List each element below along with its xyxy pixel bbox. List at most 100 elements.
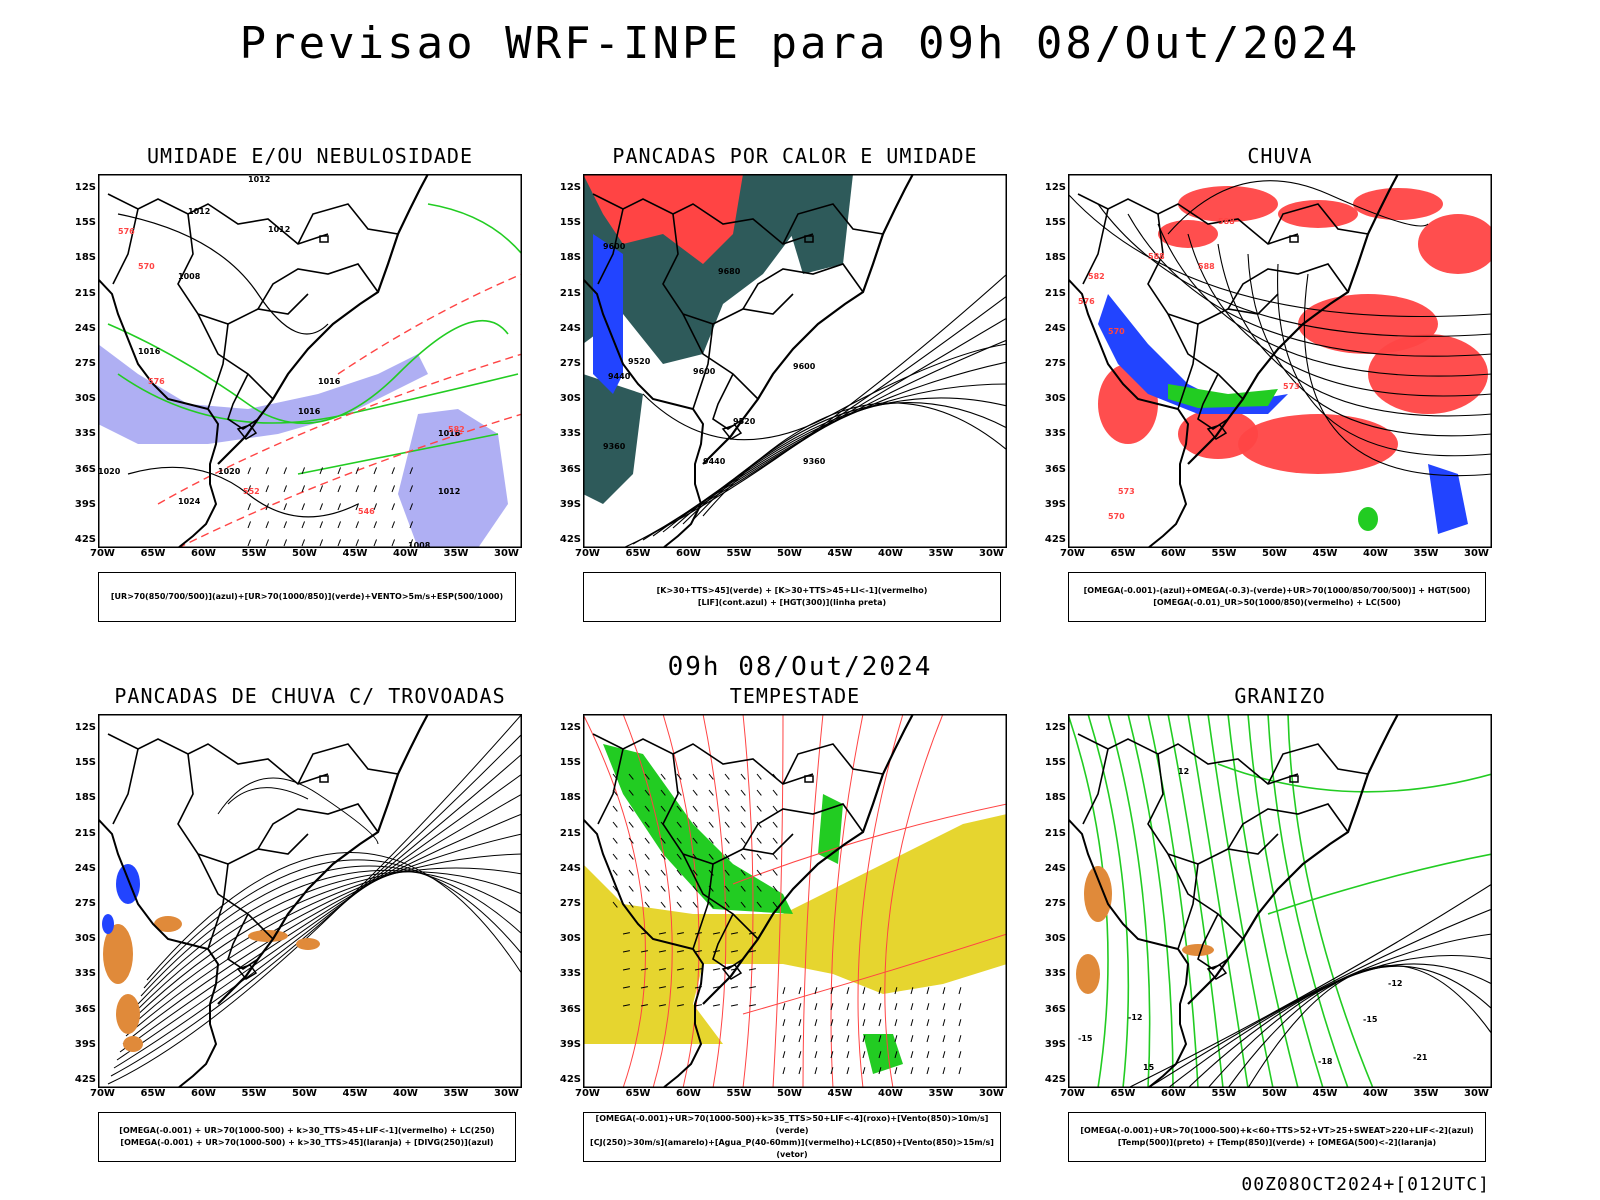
run-info-label: 00Z08OCT2024+[012UTC] [1241, 1174, 1490, 1195]
latitude-label: 12S [559, 722, 581, 733]
wind-vector [628, 837, 634, 844]
lagoon-outline [721, 964, 743, 980]
latitude-label: 42S [74, 1074, 96, 1085]
wind-vector [283, 467, 288, 475]
contour-label: 582 [1088, 272, 1105, 281]
legend-line: [CJ(250)>30m/s](amarelo)+[Agua_P(40-60mm… [590, 1138, 994, 1159]
wind-vector [708, 837, 714, 844]
map-frame [1068, 174, 1492, 548]
temp500-contour [1227, 965, 1492, 1088]
wind-vector [894, 1051, 898, 1059]
wind-vector [265, 485, 270, 493]
wind-vector [692, 885, 698, 892]
longitude-label: 40W [878, 1088, 903, 1099]
wind-vector [958, 1051, 962, 1059]
latitude-label: 18S [74, 252, 96, 264]
wind-vector [740, 853, 746, 860]
longitude-label: 55W [726, 1088, 752, 1099]
latitude-label: 36S [1044, 463, 1066, 475]
contour-label: 573 [1283, 382, 1300, 391]
wind-vector [772, 837, 778, 844]
wind-vector [724, 821, 730, 828]
forecast-time-label: 09h 08/Out/2024 [667, 652, 933, 682]
geopotential-contour [1157, 223, 1492, 377]
latitude-label: 12S [1044, 182, 1066, 193]
wind-vector [658, 932, 666, 935]
wind-vector [692, 901, 698, 908]
wind-vector [628, 869, 634, 876]
convective-region [103, 924, 133, 984]
wind-vector [942, 1051, 946, 1059]
wind-vector [798, 1003, 802, 1011]
rain-region [1278, 200, 1358, 228]
contour-label: 1012 [188, 207, 210, 216]
streamline [140, 865, 522, 997]
map-canvas: 9600 9680 9520 9440 9600 9600 9520 9360 9440 9360 [583, 174, 1007, 548]
convective-region [248, 930, 288, 942]
wind-vector [628, 901, 634, 908]
longitude-label: 45W [827, 1088, 853, 1099]
country-border [107, 733, 329, 785]
legend-line: [OMEGA(-0.01)_UR>50(1000/850)(vermelho) … [1153, 598, 1401, 607]
wind-vector [740, 837, 746, 844]
wind-vector [708, 853, 714, 860]
wind-vector [862, 1035, 866, 1043]
pressure-contour [117, 213, 329, 335]
contour-label: 15 [1143, 1063, 1155, 1072]
map-frame [1068, 714, 1492, 1088]
streamline [732, 803, 1007, 885]
wind-vector [265, 503, 270, 511]
wind-vector [676, 901, 682, 908]
country-border [682, 853, 759, 940]
wind-vector [628, 885, 634, 892]
wind-vector [628, 805, 634, 812]
wind-vector [730, 932, 738, 935]
wind-vector [660, 773, 666, 780]
panel-legend: [OMEGA(-0.001)+UR>70(1000-500)+k<60+TTS>… [1068, 1112, 1486, 1162]
omega-region [1428, 464, 1468, 534]
wind-vector [373, 521, 378, 529]
map-svg: -12 -15 -12 -18 -21 -15 15 12 [1068, 714, 1492, 1088]
longitude-axis: 70W 65W 60W 55W 50W 45W 40W 35W 30W [575, 548, 1015, 562]
wind-vector [926, 1003, 930, 1011]
wind-vector [301, 503, 306, 511]
convection-region [773, 174, 853, 274]
wind-vector [373, 485, 378, 493]
temp850-contour [1287, 714, 1374, 1088]
country-border [597, 748, 624, 825]
contour-label: -21 [1413, 1053, 1428, 1062]
wind-vector [740, 869, 746, 876]
latitude-label: 24S [1044, 322, 1066, 334]
wind-vector [694, 950, 702, 953]
wind-vector [926, 1051, 930, 1059]
temp850-contour [1267, 853, 1492, 915]
latitude-label: 42S [1044, 1074, 1066, 1085]
wind-vector [942, 1003, 946, 1011]
longitude-label: 30W [494, 1088, 519, 1099]
contour-label: 9360 [603, 442, 626, 451]
map-svg: 9600 9680 9520 9440 9600 9600 9520 9360 9440 9360 [583, 174, 1007, 548]
longitude-label: 40W [1363, 1088, 1388, 1099]
wind-vector [772, 821, 778, 828]
country-border [1167, 853, 1244, 940]
wind-vector [692, 869, 698, 876]
map-svg [583, 714, 1007, 1088]
wind-vector [724, 789, 730, 796]
rain-region [1178, 186, 1278, 222]
longitude-label: 55W [241, 548, 267, 559]
wind-vector [640, 1004, 648, 1007]
omega500-region [1182, 944, 1214, 956]
latitude-label: 33S [74, 428, 96, 440]
wind-vector [676, 821, 682, 828]
wind-vector [830, 1019, 834, 1027]
geopotential-contour [672, 383, 1007, 529]
wind-vector [894, 1067, 898, 1075]
wind-vector [247, 521, 252, 529]
latitude-label: 21S [559, 827, 581, 839]
wind-vector [926, 1067, 930, 1075]
country-border [1167, 313, 1244, 400]
wind-vector [958, 987, 962, 995]
wind-vector [660, 885, 666, 892]
country-border [297, 743, 399, 785]
panel-title: TEMPESTADE [729, 684, 861, 708]
